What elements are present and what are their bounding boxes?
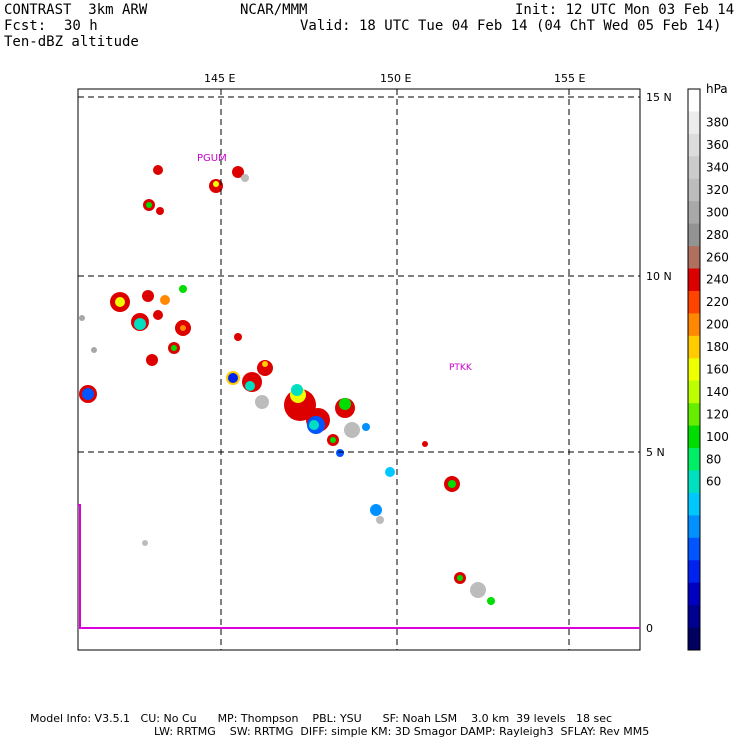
- lat-label-15n: 15 N: [646, 91, 672, 104]
- colorbar-tick-label: 300: [706, 205, 729, 219]
- colorbar-swatch: [688, 605, 700, 629]
- colorbar-swatch: [688, 515, 700, 539]
- field-name: Ten-dBZ altitude: [4, 34, 139, 50]
- colorbar-frame: [687, 88, 701, 651]
- colorbar-tick-label: 160: [706, 363, 729, 377]
- colorbar-tick-label: 140: [706, 385, 729, 399]
- colorbar-swatch: [688, 560, 700, 584]
- colorbar-tick-label: 320: [706, 183, 729, 197]
- colorbar-tick-label: 60: [706, 475, 721, 489]
- colorbar-tick-label: 100: [706, 430, 729, 444]
- colorbar-swatch: [688, 492, 700, 516]
- colorbar-swatch: [688, 380, 700, 404]
- forecast-label: Fcst:: [4, 18, 47, 34]
- colorbar-swatch: [688, 627, 700, 651]
- organization: NCAR/MMM: [240, 2, 308, 18]
- colorbar-swatch: [688, 178, 700, 202]
- colorbar-swatch: [688, 156, 700, 180]
- colorbar-tick-label: 380: [706, 116, 729, 130]
- colorbar-tick-label: 200: [706, 318, 729, 332]
- lon-label-145: 145 E: [204, 72, 235, 85]
- colorbar-tick-label: 360: [706, 138, 729, 152]
- colorbar-swatch: [688, 133, 700, 157]
- colorbar-swatch: [688, 223, 700, 247]
- colorbar-swatch: [688, 470, 700, 494]
- colorbar-swatch: [688, 448, 700, 471]
- colorbar-swatch: [688, 425, 700, 449]
- lat-lon-grid: [78, 89, 640, 650]
- colorbar-tick-label: 260: [706, 250, 729, 264]
- lat-label-5n: 5 N: [646, 446, 665, 459]
- reflectivity-field: [79, 165, 495, 605]
- colorbar-tick-label: 120: [706, 407, 729, 421]
- colorbar-swatch: [688, 89, 700, 112]
- model-info-line1: Model Info: V3.5.1 CU: No Cu MP: Thompso…: [30, 712, 613, 725]
- domain-boundary-line: [78, 504, 640, 629]
- colorbar-ticks: 380 360 340 320 300 280 260 240 220 200 180 160 140 1…: [706, 116, 729, 489]
- model-title: CONTRAST 3km ARW: [4, 2, 148, 18]
- colorbar-swatch: [688, 246, 700, 270]
- colorbar-swatch: [688, 403, 700, 427]
- forecast-hour: 30 h: [64, 18, 98, 34]
- colorbar-swatch: [688, 313, 700, 337]
- lat-label-10n: 10 N: [646, 270, 672, 283]
- colorbar-unit: hPa: [706, 82, 728, 96]
- colorbar-tick-label: 340: [706, 161, 729, 175]
- colorbar-tick-label: 240: [706, 273, 729, 287]
- lon-label-150: 150 E: [380, 72, 411, 85]
- valid-time: Valid: 18 UTC Tue 04 Feb 14 (04 ChT Wed …: [300, 18, 722, 34]
- colorbar-swatch: [688, 111, 700, 135]
- lat-label-0: 0: [646, 622, 653, 635]
- colorbar-tick-label: 280: [706, 228, 729, 242]
- init-time: Init: 12 UTC Mon 03 Feb 14: [515, 2, 735, 18]
- colorbar: [687, 88, 701, 651]
- station-ptkk: PTKK: [449, 363, 473, 373]
- colorbar-swatch: [688, 290, 700, 314]
- map-frame: [77, 88, 641, 651]
- colorbar-swatch: [688, 201, 700, 225]
- colorbar-swatch: [688, 537, 700, 561]
- lon-label-155: 155 E: [554, 72, 585, 85]
- colorbar-swatch: [688, 358, 700, 382]
- station-pgum: PGUM: [197, 153, 227, 164]
- colorbar-tick-label: 80: [706, 452, 721, 466]
- colorbar-tick-label: 220: [706, 295, 729, 309]
- model-info-line2: LW: RRTMG SW: RRTMG DIFF: simple KM: 3D …: [154, 725, 650, 738]
- colorbar-swatch: [688, 335, 700, 359]
- colorbar-swatch: [688, 268, 700, 292]
- colorbar-swatch: [688, 582, 700, 606]
- colorbar-tick-label: 180: [706, 340, 729, 354]
